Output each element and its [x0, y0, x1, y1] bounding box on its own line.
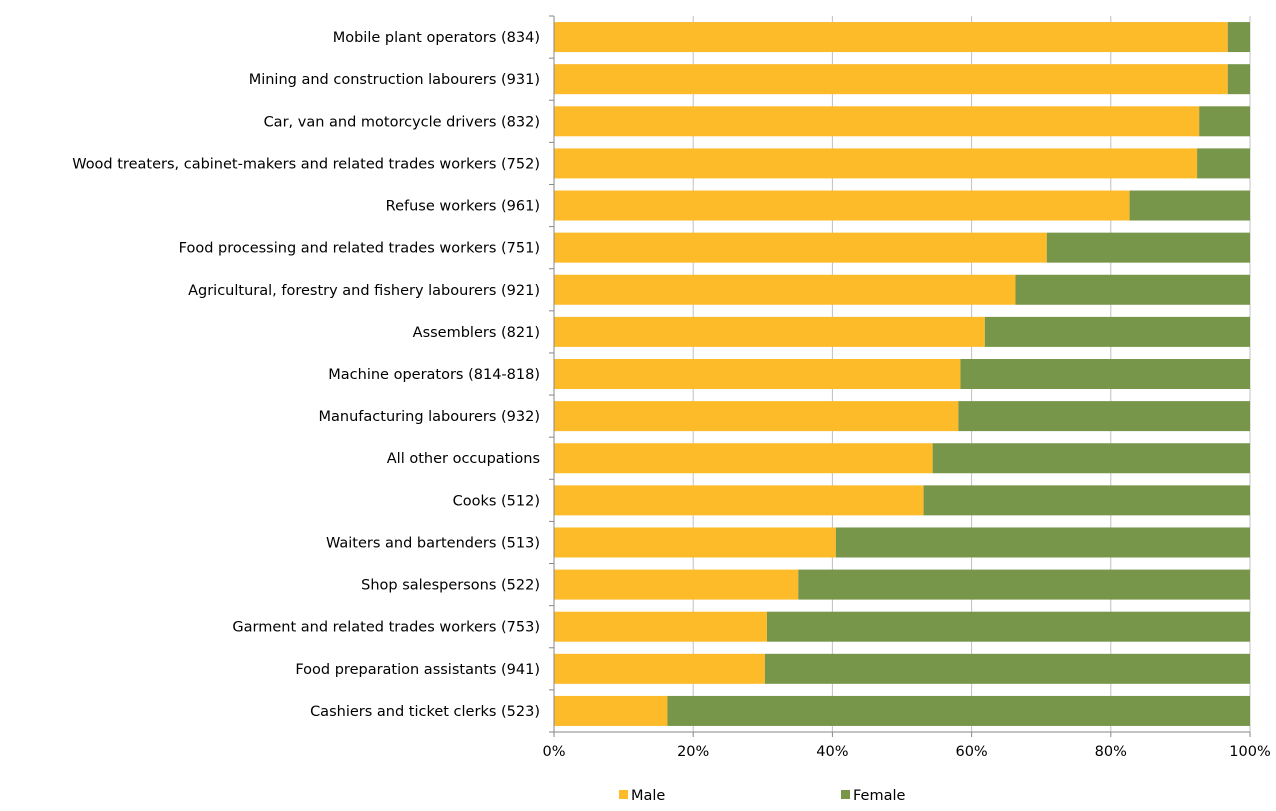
bar-segment-male	[554, 527, 836, 558]
x-tick-label: 0%	[542, 744, 565, 760]
bar-segment-male	[554, 190, 1130, 221]
bar-segment-female	[958, 401, 1250, 432]
category-label: Wood treaters, cabinet-makers and relate…	[72, 156, 540, 172]
x-tick-label: 20%	[677, 744, 709, 760]
bar-segment-female	[960, 359, 1250, 389]
bar-segment-female	[932, 443, 1250, 474]
bars	[554, 22, 1250, 726]
category-label: Machine operators (814-818)	[328, 367, 540, 383]
x-tick-label: 100%	[1229, 744, 1270, 760]
legend-swatch-female	[841, 790, 850, 799]
legend-label-male: Male	[631, 788, 665, 804]
category-label: Garment and related trades workers (753)	[232, 620, 540, 636]
bar-segment-female	[1227, 64, 1250, 95]
x-tick-labels: 0% 20% 40% 60% 80% 100%	[542, 744, 1270, 760]
bar-segment-female	[1199, 106, 1250, 137]
x-tick-label: 80%	[1095, 744, 1127, 760]
bar-segment-male	[554, 316, 985, 347]
category-label: Refuse workers (961)	[386, 199, 540, 215]
bar-segment-female	[984, 316, 1250, 347]
legend-label-female: Female	[853, 788, 906, 804]
bar-segment-male	[554, 64, 1228, 95]
bar-segment-male	[554, 653, 765, 684]
legend-swatch-male	[619, 790, 628, 799]
bar-segment-female	[1129, 190, 1250, 221]
category-label: Car, van and motorcycle drivers (832)	[264, 114, 540, 130]
bar-segment-male	[554, 443, 933, 474]
bar-segment-female	[1046, 232, 1250, 263]
bar-segment-female	[835, 527, 1250, 558]
category-label: Mining and construction labourers (931)	[249, 72, 540, 88]
bar-segment-male	[554, 232, 1047, 263]
bar-segment-male	[554, 148, 1198, 179]
category-label: Food processing and related trades worke…	[179, 241, 540, 257]
bar-segment-female	[764, 653, 1250, 684]
bar-segment-male	[554, 569, 799, 600]
legend: Male Female	[619, 788, 906, 804]
bar-segment-male	[554, 274, 1016, 305]
bar-segment-female	[766, 611, 1250, 642]
bar-segment-male	[554, 359, 961, 389]
category-label: Mobile plant operators (834)	[333, 30, 540, 46]
category-label: All other occupations	[387, 451, 540, 467]
category-label: Shop salespersons (522)	[361, 578, 540, 594]
bar-segment-female	[923, 485, 1250, 516]
bar-segment-male	[554, 485, 924, 516]
bar-segment-female	[798, 569, 1250, 600]
category-label: Cooks (512)	[453, 493, 540, 509]
bar-segment-female	[667, 695, 1250, 726]
axes	[549, 15, 1251, 737]
category-label: Cashiers and ticket clerks (523)	[310, 704, 540, 720]
category-labels: Mobile plant operators (834) Mining and c…	[72, 30, 540, 720]
x-tick-label: 40%	[816, 744, 848, 760]
bar-segment-male	[554, 22, 1228, 53]
category-label: Agricultural, forestry and fishery labou…	[188, 283, 540, 299]
category-label: Manufacturing labourers (932)	[319, 409, 540, 425]
bar-segment-male	[554, 401, 959, 432]
bar-segment-male	[554, 695, 668, 726]
category-label: Waiters and bartenders (513)	[326, 535, 540, 551]
x-tick-label: 60%	[955, 744, 987, 760]
category-label: Food preparation assistants (941)	[295, 662, 540, 678]
category-label: Assemblers (821)	[413, 325, 540, 341]
bar-segment-female	[1015, 274, 1250, 305]
bar-segment-female	[1197, 148, 1250, 179]
bar-segment-male	[554, 106, 1200, 137]
bar-segment-male	[554, 611, 767, 642]
bar-segment-female	[1227, 22, 1250, 53]
